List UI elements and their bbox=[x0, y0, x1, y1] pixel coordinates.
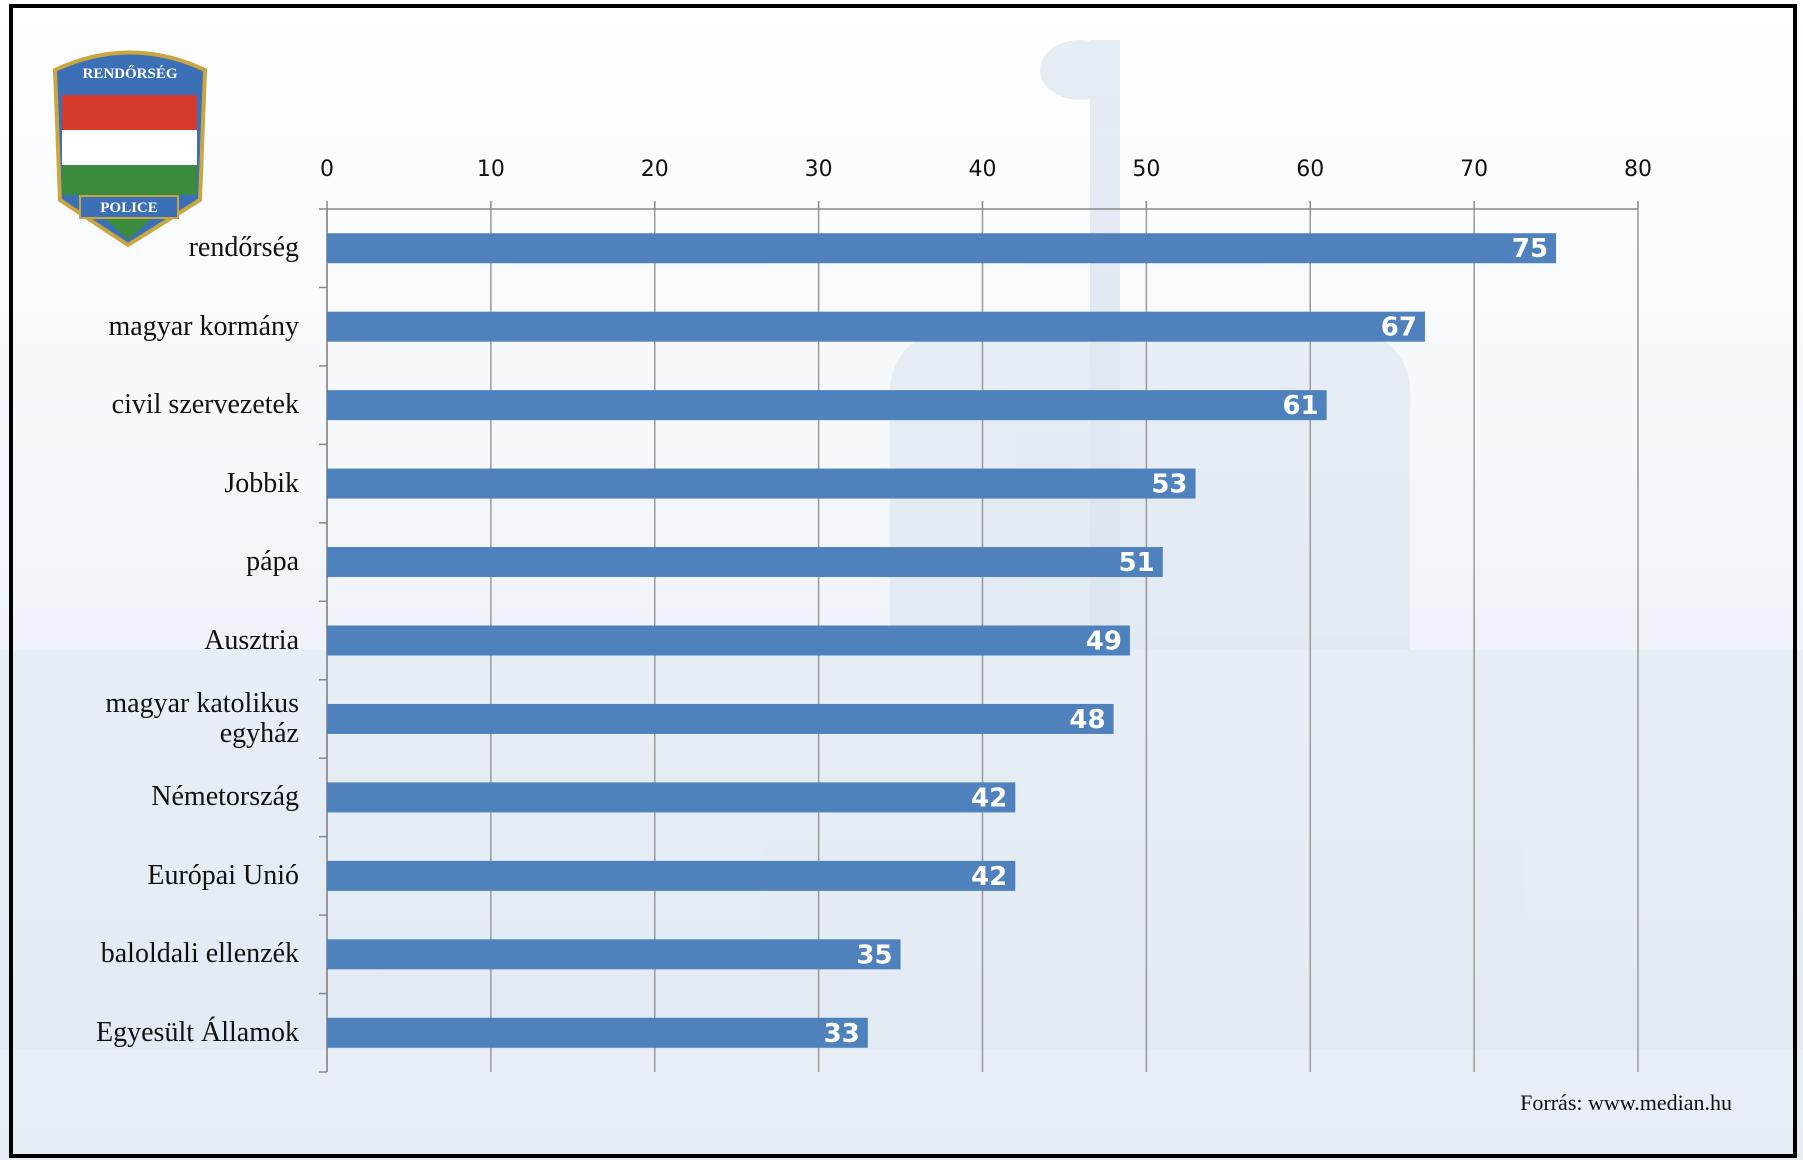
x-tick-label: 40 bbox=[969, 157, 997, 182]
value-label: 48 bbox=[1069, 705, 1105, 735]
y-tick-label: Európai Unió bbox=[147, 859, 299, 891]
bar bbox=[327, 468, 1196, 499]
y-tick-label: magyar kormány bbox=[108, 310, 300, 342]
value-label: 67 bbox=[1381, 313, 1417, 343]
background-building bbox=[0, 40, 1803, 1050]
bar bbox=[327, 233, 1557, 264]
y-tick-label: Ausztria bbox=[204, 624, 299, 656]
x-tick-label: 10 bbox=[477, 157, 505, 182]
y-tick-label: Németország bbox=[151, 781, 299, 813]
value-label: 51 bbox=[1119, 548, 1155, 578]
value-label: 35 bbox=[856, 940, 892, 970]
y-tick-label: Jobbik bbox=[224, 467, 299, 499]
value-label: 53 bbox=[1151, 470, 1187, 500]
value-label: 42 bbox=[971, 783, 1007, 813]
bar bbox=[327, 311, 1425, 342]
value-label: 75 bbox=[1512, 234, 1548, 264]
value-label: 61 bbox=[1282, 391, 1318, 421]
y-tick-label: Egyesült Államok bbox=[96, 1016, 299, 1048]
value-label: 49 bbox=[1086, 627, 1122, 657]
source: Forrás: www.median.hu bbox=[1520, 1090, 1732, 1115]
y-tick-label: baloldali ellenzék bbox=[100, 938, 299, 970]
x-tick-label: 70 bbox=[1460, 157, 1488, 182]
bar bbox=[327, 939, 901, 970]
bar bbox=[327, 1017, 868, 1048]
y-tick-label: civil szervezetek bbox=[111, 389, 299, 421]
bar bbox=[327, 782, 1016, 813]
x-tick-label: 80 bbox=[1624, 157, 1652, 182]
y-tick-label: pápa bbox=[246, 546, 299, 578]
bar bbox=[327, 703, 1114, 734]
bar bbox=[327, 547, 1163, 578]
bar bbox=[327, 860, 1016, 891]
value-label: 33 bbox=[824, 1019, 860, 1049]
bar bbox=[327, 390, 1327, 421]
logo: RENDŐRSÉG POLICE bbox=[52, 50, 208, 248]
y-tick-label: rendőrség bbox=[188, 232, 299, 264]
x-tick-label: 30 bbox=[805, 157, 833, 182]
frame bbox=[9, 4, 1797, 1158]
value-label: 42 bbox=[971, 862, 1007, 892]
x-tick-label: 50 bbox=[1132, 157, 1160, 182]
logo-top-text: RENDŐRSÉG bbox=[82, 65, 177, 82]
x-tick-label: 60 bbox=[1296, 157, 1324, 182]
x-tick-label: 0 bbox=[320, 157, 334, 182]
y-tick-label: magyar katolikus egyház bbox=[105, 687, 299, 749]
logo-bottom-text: POLICE bbox=[100, 200, 158, 216]
bar bbox=[327, 625, 1130, 656]
x-tick-label: 20 bbox=[641, 157, 669, 182]
